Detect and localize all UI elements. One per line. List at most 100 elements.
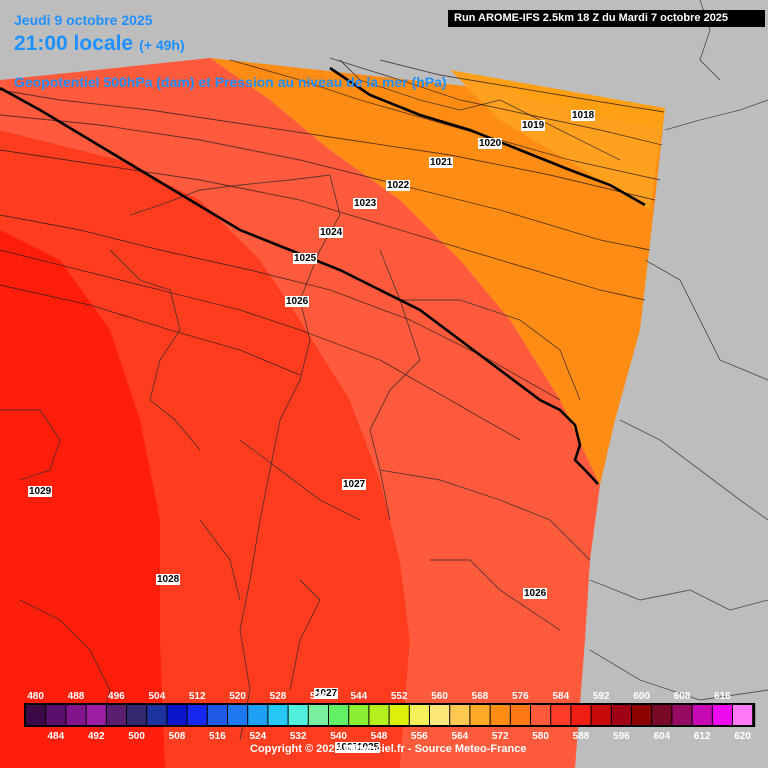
- scale-swatch-508: [167, 705, 187, 725]
- shade-band-580: [0, 58, 600, 768]
- scale-label-568: 568: [471, 691, 489, 702]
- scale-label-612: 612: [693, 731, 711, 742]
- scale-label-620: 620: [734, 731, 751, 742]
- scale-label-520: 520: [229, 691, 246, 702]
- scale-swatch-484: [46, 705, 66, 725]
- scale-label-564: 564: [451, 731, 469, 742]
- scale-label-588: 588: [572, 731, 590, 742]
- isobar-label-1023: 1023: [353, 198, 378, 209]
- shade-band-572: [210, 58, 665, 485]
- scale-swatch-500: [127, 705, 147, 725]
- scale-label-496: 496: [108, 691, 125, 702]
- scale-label-504: 504: [148, 691, 166, 702]
- scale-swatch-548: [369, 705, 389, 725]
- scale-label-500: 500: [128, 731, 145, 742]
- shade-band-568: [470, 75, 665, 130]
- scale-label-516: 516: [209, 731, 226, 742]
- scale-swatch-600: [632, 705, 652, 725]
- scale-swatch-564: [450, 705, 470, 725]
- scale-swatch-588: [571, 705, 591, 725]
- scale-label-572: 572: [491, 731, 509, 742]
- scale-label-584: 584: [552, 691, 570, 702]
- scale-swatch-516: [207, 705, 227, 725]
- run-banner: Run AROME-IFS 2.5km 18 Z du Mardi 7 octo…: [448, 10, 765, 27]
- scale-label-484: 484: [47, 731, 65, 742]
- scale-label-480: 480: [27, 691, 44, 702]
- isobar-label-1027: 1027: [342, 479, 367, 490]
- scale-label-536: 536: [310, 691, 327, 702]
- scale-label-580: 580: [532, 731, 549, 742]
- isobar-label-overlap-1027-b: 1027: [335, 742, 360, 753]
- scale-label-556: 556: [411, 731, 428, 742]
- isobar-label-1029: 1029: [28, 486, 53, 497]
- isobar-label-overlap-1025: 1025: [356, 742, 381, 753]
- scale-swatch-540: [329, 705, 349, 725]
- scale-swatch-480: [26, 705, 46, 725]
- isobar-label-1025: 1025: [293, 253, 318, 264]
- outside-borders: [589, 0, 768, 701]
- scale-swatch-512: [187, 705, 207, 725]
- isobar-label-1020: 1020: [478, 138, 503, 149]
- shade-band-588: [0, 230, 165, 768]
- scale-label-508: 508: [168, 731, 186, 742]
- scale-label-604: 604: [653, 731, 671, 742]
- scale-label-512: 512: [188, 691, 206, 702]
- isobar-label-1018: 1018: [571, 110, 596, 121]
- scale-swatch-520: [228, 705, 248, 725]
- forecast-time: 21:00 locale (+ 49h): [14, 32, 185, 56]
- isobar-label-1026-north: 1026: [285, 296, 310, 307]
- scale-swatch-568: [470, 705, 490, 725]
- geopotential-shading: [0, 58, 665, 768]
- scale-swatch-488: [66, 705, 86, 725]
- isobar-label-1022: 1022: [386, 180, 411, 191]
- forecast-offset: (+ 49h): [139, 37, 185, 53]
- scale-swatch-604: [652, 705, 672, 725]
- scale-label-528: 528: [269, 691, 287, 702]
- scale-label-544: 544: [350, 691, 368, 702]
- scale-swatch-536: [308, 705, 328, 725]
- isobar-label-1019: 1019: [521, 120, 546, 131]
- isobar-label-1024: 1024: [319, 227, 344, 238]
- scale-swatch-496: [106, 705, 126, 725]
- scale-label-532: 532: [289, 731, 307, 742]
- scale-swatch-528: [268, 705, 288, 725]
- scale-label-540: 540: [330, 731, 347, 742]
- scale-label-524: 524: [249, 731, 267, 742]
- scale-swatch-524: [248, 705, 268, 725]
- scale-swatch-504: [147, 705, 167, 725]
- scale-swatch-544: [349, 705, 369, 725]
- scale-swatch-584: [551, 705, 571, 725]
- scale-swatch-556: [409, 705, 429, 725]
- copyright-text: Copyright © 2025 Meteociel.fr - Source M…: [250, 743, 527, 755]
- scale-swatch-620: [733, 705, 753, 725]
- colour-scale: [24, 703, 756, 727]
- forecast-time-value: 21:00 locale: [14, 32, 134, 55]
- forecast-date: Jeudi 9 octobre 2025: [14, 12, 153, 28]
- scale-swatch-572: [490, 705, 510, 725]
- scale-label-576: 576: [512, 691, 529, 702]
- scale-swatch-612: [692, 705, 712, 725]
- scale-label-608: 608: [673, 691, 691, 702]
- isobar-label-1026-south: 1026: [523, 588, 548, 599]
- scale-swatch-576: [510, 705, 530, 725]
- scale-label-488: 488: [67, 691, 85, 702]
- scale-label-600: 600: [633, 691, 650, 702]
- isobars: [0, 57, 665, 441]
- scale-label-596: 596: [613, 731, 630, 742]
- scale-swatch-552: [389, 705, 409, 725]
- parameter-title: Geopotentiel 500hPa (dam) et Pression au…: [14, 74, 447, 90]
- isobar-label-1028: 1028: [156, 574, 181, 585]
- scale-label-548: 548: [370, 731, 388, 742]
- scale-swatch-560: [430, 705, 450, 725]
- scale-swatch-580: [531, 705, 551, 725]
- scale-label-592: 592: [592, 691, 610, 702]
- scale-swatch-596: [611, 705, 631, 725]
- scale-swatch-492: [86, 705, 106, 725]
- isobar-label-1021: 1021: [429, 157, 454, 168]
- scale-swatch-532: [288, 705, 308, 725]
- scale-label-552: 552: [390, 691, 408, 702]
- scale-label-560: 560: [431, 691, 448, 702]
- geopotential-line-west: [0, 86, 599, 485]
